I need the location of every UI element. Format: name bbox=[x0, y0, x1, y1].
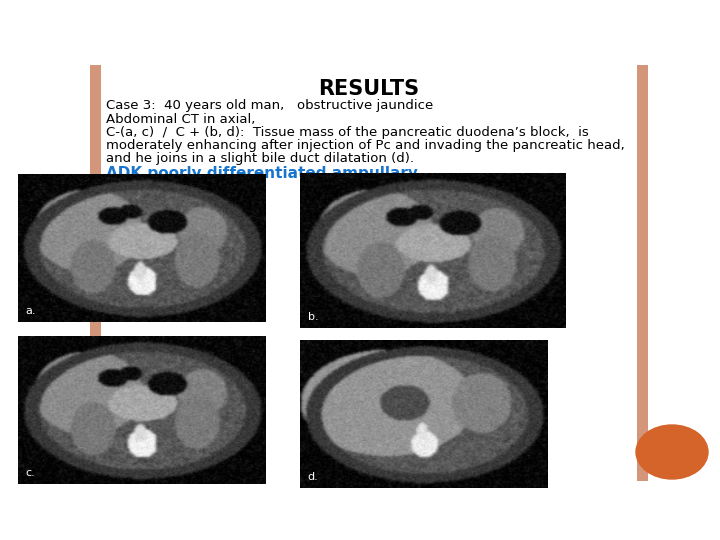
Text: Case 3:  40 years old man,   obstructive jaundice: Case 3: 40 years old man, obstructive ja… bbox=[106, 99, 433, 112]
Text: moderately enhancing after injection of Pc and invading the pancreatic head,: moderately enhancing after injection of … bbox=[106, 139, 624, 152]
Text: C-(a, c)  /  C + (b, d):  Tissue mass of the pancreatic duodena’s block,  is: C-(a, c) / C + (b, d): Tissue mass of th… bbox=[106, 126, 588, 139]
Bar bbox=[90, 65, 101, 481]
Text: a.: a. bbox=[25, 306, 36, 316]
Bar bbox=[637, 65, 648, 481]
Text: b.: b. bbox=[308, 312, 318, 322]
Text: ADK poorly differentiated ampullary: ADK poorly differentiated ampullary bbox=[106, 166, 418, 181]
Text: d.: d. bbox=[307, 472, 318, 482]
Text: c.: c. bbox=[25, 468, 35, 478]
Text: RESULTS: RESULTS bbox=[318, 79, 420, 99]
Text: Abdominal CT in axial,: Abdominal CT in axial, bbox=[106, 112, 255, 125]
Text: and he joins in a slight bile duct dilatation (d).: and he joins in a slight bile duct dilat… bbox=[106, 152, 413, 165]
